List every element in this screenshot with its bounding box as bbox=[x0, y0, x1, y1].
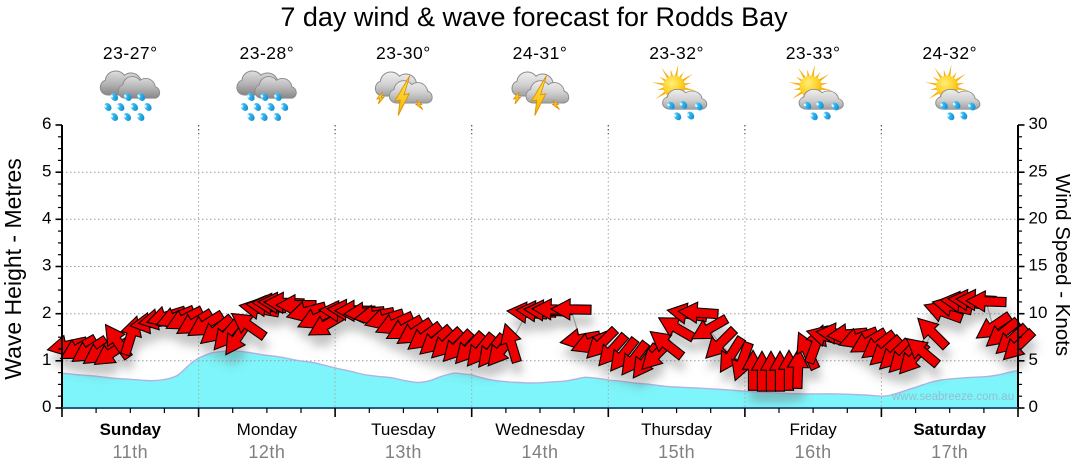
svg-text:Friday: Friday bbox=[789, 420, 837, 439]
svg-text:12th: 12th bbox=[248, 442, 285, 462]
svg-text:23-32°: 23-32° bbox=[649, 43, 704, 63]
svg-text:3: 3 bbox=[42, 256, 51, 275]
svg-text:0: 0 bbox=[1029, 397, 1038, 416]
svg-text:5: 5 bbox=[1029, 350, 1038, 369]
svg-text:Wind Speed - Knots: Wind Speed - Knots bbox=[1051, 174, 1074, 356]
svg-text:4: 4 bbox=[42, 209, 51, 228]
svg-text:24-32°: 24-32° bbox=[922, 43, 977, 63]
svg-text:5: 5 bbox=[42, 161, 51, 180]
svg-text:10: 10 bbox=[1029, 303, 1048, 322]
svg-text:30: 30 bbox=[1029, 114, 1048, 133]
svg-text:23-27°: 23-27° bbox=[103, 43, 158, 63]
svg-text:Monday: Monday bbox=[237, 420, 298, 439]
svg-text:23-33°: 23-33° bbox=[786, 43, 841, 63]
svg-text:24-31°: 24-31° bbox=[513, 43, 568, 63]
svg-text:1: 1 bbox=[42, 350, 51, 369]
svg-text:20: 20 bbox=[1029, 209, 1048, 228]
svg-text:17th: 17th bbox=[931, 442, 968, 462]
svg-text:Thursday: Thursday bbox=[641, 420, 712, 439]
svg-text:Sunday: Sunday bbox=[100, 420, 162, 439]
svg-text:25: 25 bbox=[1029, 161, 1048, 180]
svg-text:14th: 14th bbox=[521, 442, 558, 462]
svg-text:23-30°: 23-30° bbox=[376, 43, 431, 63]
svg-text:13th: 13th bbox=[385, 442, 422, 462]
svg-text:2: 2 bbox=[42, 303, 51, 322]
svg-text:16th: 16th bbox=[795, 442, 832, 462]
svg-text:7 day wind & wave forecast for: 7 day wind & wave forecast for Rodds Bay bbox=[280, 2, 788, 32]
svg-text:Wednesday: Wednesday bbox=[495, 420, 585, 439]
svg-text:Tuesday: Tuesday bbox=[371, 420, 436, 439]
svg-text:15: 15 bbox=[1029, 256, 1048, 275]
svg-text:15th: 15th bbox=[658, 442, 695, 462]
svg-text:23-28°: 23-28° bbox=[240, 43, 295, 63]
svg-text:Wave Height - Metres: Wave Height - Metres bbox=[0, 158, 26, 380]
svg-text:0: 0 bbox=[42, 397, 51, 416]
svg-text:Saturday: Saturday bbox=[913, 420, 986, 439]
svg-text:6: 6 bbox=[42, 114, 51, 133]
svg-text:11th: 11th bbox=[112, 442, 148, 462]
svg-text:www.seabreeze.com.au: www.seabreeze.com.au bbox=[891, 391, 1014, 403]
